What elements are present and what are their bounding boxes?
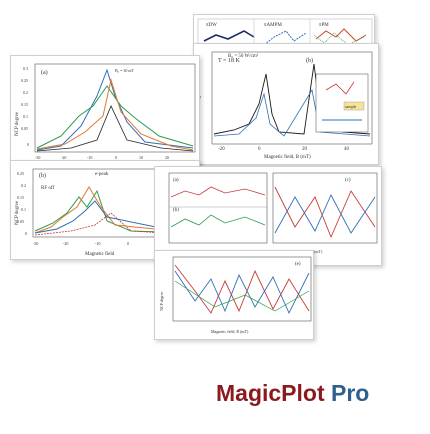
y-tick: 0.3	[23, 66, 28, 71]
series-line	[34, 200, 196, 236]
series-line	[174, 264, 310, 314]
x-tick: -20	[63, 241, 68, 246]
y-tick: 0.1	[21, 207, 26, 212]
x-tick: -20	[218, 147, 225, 152]
series-line	[36, 85, 194, 149]
series-line	[36, 105, 194, 152]
panel-label: (b)	[173, 208, 179, 213]
y-tick: 0.1	[23, 114, 28, 119]
x-tick: 0	[127, 241, 129, 246]
legend-label-1: πDW	[206, 23, 217, 28]
annotation: B₀ = 30 mT	[115, 68, 134, 73]
y-tick: 0.25	[21, 78, 28, 83]
sample-tag: sample	[345, 104, 357, 109]
panel-label: (e)	[295, 262, 301, 267]
plot-card-mid-right: (a) (b) (c) Magnetic field, B (mT) Magne…	[154, 166, 382, 266]
y-tick: 0.05	[21, 126, 28, 131]
y-tick: 0.05	[17, 219, 24, 224]
annotation: RF off	[41, 186, 54, 191]
y-axis-title: NCP degree	[15, 111, 20, 136]
x-tick: 10	[139, 155, 143, 160]
plot-card-right-graphic: T = 18 K B₀ = 50 W/cm² (b) sample NCP de…	[197, 51, 373, 160]
brand-edition: Pro	[331, 380, 370, 406]
panel-label: (b)	[306, 57, 313, 64]
plot-card-bottom: (e) NCP degree Magnetic field, B (mT)	[154, 250, 314, 340]
plot-card-left: (a) B₀ = 30 mT NCP degree 0.3 0.25 0.2 0…	[10, 55, 200, 171]
series-line	[170, 186, 266, 198]
x-axis-title: Magnetic field	[85, 252, 115, 257]
series-line	[263, 30, 307, 46]
legend-text: B₀ = 50 W/cm²	[228, 53, 259, 59]
annotation: e-peak	[95, 172, 109, 177]
series-line	[34, 186, 196, 234]
x-tick: -30	[33, 241, 38, 246]
y-tick: 0.2	[23, 90, 28, 95]
series-line	[34, 212, 196, 236]
series-line	[34, 189, 196, 234]
series-line	[203, 30, 255, 42]
series-line	[170, 214, 266, 228]
series-line	[36, 78, 194, 151]
series-line	[313, 32, 365, 46]
series-line	[36, 68, 194, 151]
x-tick: 20	[165, 155, 169, 160]
plot-card-right: T = 18 K B₀ = 50 W/cm² (b) sample NCP de…	[193, 43, 379, 165]
x-axis-title: Magnetic field, B (mT)	[211, 329, 249, 335]
y-tick: 0	[27, 142, 29, 147]
brand-name: MagicPlot	[216, 380, 325, 406]
plot-card-mid-right-graphic: (a) (b) (c) Magnetic field, B (mT) Magne…	[168, 172, 378, 255]
panel-label: T = 18 K	[218, 58, 240, 64]
x-tick: -30	[35, 155, 40, 160]
y-axis-title: NCP degree	[159, 291, 164, 311]
x-tick: 0	[258, 147, 261, 152]
panel-label: (b)	[39, 172, 46, 179]
y-tick: 0.15	[21, 102, 28, 107]
y-tick: 0.15	[17, 195, 24, 200]
panel-label: (a)	[173, 178, 179, 183]
y-tick: 0	[25, 231, 27, 236]
x-tick: -20	[61, 155, 66, 160]
series-line	[274, 186, 376, 239]
x-tick: 0	[115, 155, 117, 160]
legend-label-2: πAMPM	[264, 23, 282, 28]
brand-wordmark: MagicPlot Pro	[216, 380, 369, 410]
series-line	[174, 280, 310, 312]
y-tick: 0.25	[17, 171, 24, 176]
x-tick: 40	[344, 147, 350, 152]
series-line	[274, 193, 376, 234]
panel-label: (a)	[41, 69, 48, 76]
panel-label: (c)	[345, 178, 351, 183]
y-tick: 0.2	[21, 183, 26, 188]
series-line	[174, 270, 310, 315]
x-tick: 20	[302, 147, 308, 152]
y-axis-title: NCP degree	[15, 200, 20, 225]
plot-card-bottom-graphic: (e) NCP degree Magnetic field, B (mT)	[159, 256, 312, 335]
x-tick: -10	[87, 155, 92, 160]
legend-label-3: πPM	[319, 23, 329, 28]
x-axis-title: Magnetic field, B (mT)	[264, 155, 311, 160]
x-tick: -10	[95, 241, 100, 246]
plot-card-left-graphic: (a) B₀ = 30 mT NCP degree 0.3 0.25 0.2 0…	[15, 63, 196, 169]
